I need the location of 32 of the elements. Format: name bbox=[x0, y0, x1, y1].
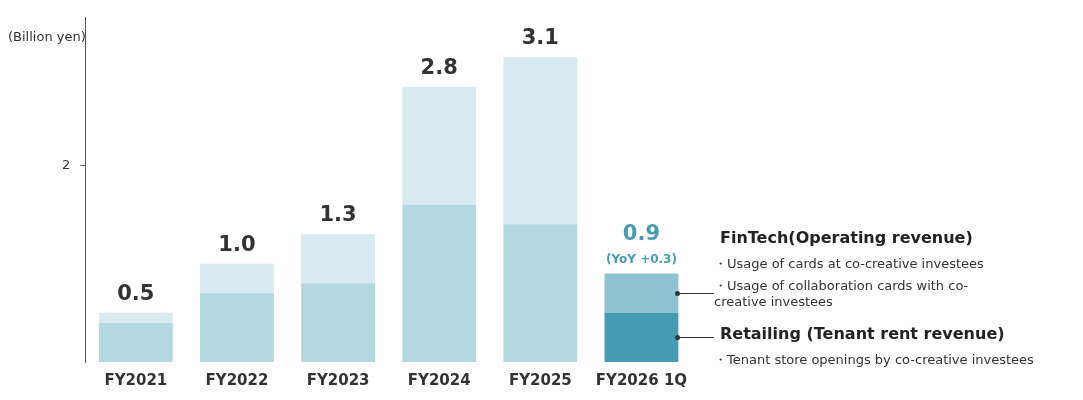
text: ・Usage of cards at co-creative investees bbox=[714, 256, 985, 272]
bar bbox=[503, 224, 578, 362]
bar bbox=[98, 322, 173, 362]
total-label: 1.0 bbox=[218, 231, 256, 256]
bar bbox=[301, 283, 375, 362]
bar bbox=[604, 312, 679, 362]
bar bbox=[200, 293, 274, 362]
total-label: 0.5 bbox=[117, 280, 155, 305]
bar bbox=[503, 57, 578, 225]
bar bbox=[402, 86, 477, 205]
total-label: 2.8 bbox=[420, 54, 458, 79]
text: Retailing (Tenant rent revenue) bbox=[720, 324, 1005, 343]
total-label: 0.9 bbox=[622, 221, 661, 246]
bar bbox=[402, 204, 477, 362]
bar bbox=[200, 263, 274, 294]
text: FinTech(Operating revenue) bbox=[720, 228, 973, 247]
annotation: (YoY +0.3) bbox=[605, 251, 677, 266]
x-tick-label: FY2022 bbox=[205, 370, 269, 389]
x-tick-label: FY2023 bbox=[306, 370, 370, 389]
bar bbox=[301, 234, 375, 284]
x-tick-label: FY2026 1Q bbox=[595, 370, 688, 389]
total-label: 3.1 bbox=[521, 25, 559, 50]
x-tick-label: FY2021 bbox=[104, 370, 168, 389]
total-label: 1.3 bbox=[319, 202, 357, 227]
text: ・Tenant store openings by co-creative investees bbox=[714, 352, 1035, 368]
y-axis-title: (Billion yen) bbox=[8, 29, 86, 44]
y-tick-label: 2 bbox=[61, 156, 71, 172]
x-tick-label: FY2024 bbox=[407, 370, 471, 389]
bar bbox=[98, 312, 173, 323]
x-tick-label: FY2025 bbox=[508, 370, 572, 389]
bar bbox=[604, 273, 679, 313]
text: ・Usage of collaboration cards with co-creative investees bbox=[714, 278, 970, 310]
